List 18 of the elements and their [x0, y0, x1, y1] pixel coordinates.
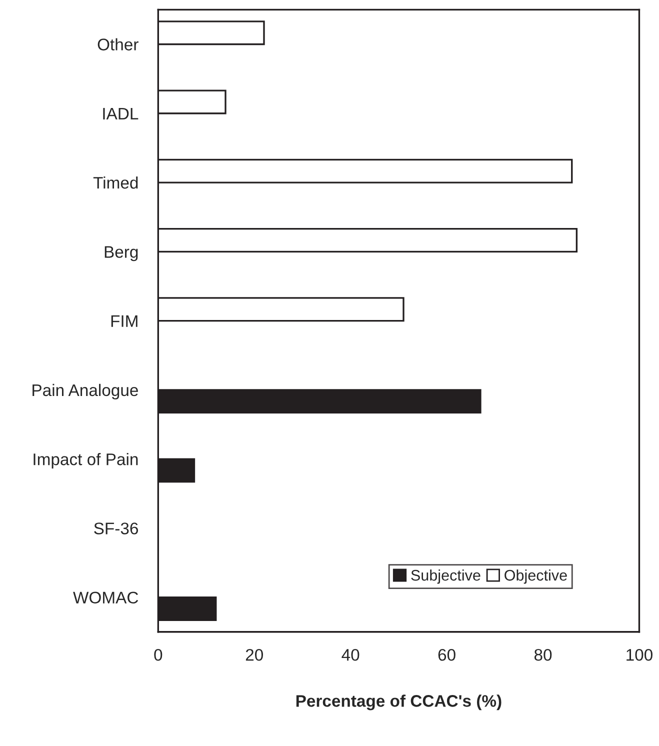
- x-tick-label: 100: [626, 648, 652, 661]
- x-tick-label: 60: [438, 648, 456, 661]
- x-tick-label: 80: [534, 648, 552, 661]
- y-tick-label: Timed: [93, 176, 138, 189]
- y-tick-label: Pain Analogue: [32, 384, 138, 400]
- y-tick-label: Berg: [104, 246, 138, 262]
- y-tick-label: SF-36: [94, 522, 138, 534]
- y-tick-label: FIM: [111, 315, 138, 327]
- legend-label: Objective: [504, 569, 567, 584]
- x-tick-label: 20: [246, 648, 263, 661]
- y-tick-label: Impact of Pain: [34, 453, 138, 469]
- y-tick-label: IADL: [103, 108, 138, 120]
- x-axis-title: Percentage of CCAC's (%): [296, 694, 502, 710]
- legend-label: Subjective: [411, 569, 480, 584]
- y-tick-label: Other: [98, 38, 138, 50]
- x-tick-label: 0: [154, 648, 162, 661]
- x-tick-label: 40: [342, 648, 360, 661]
- y-tick-label: WOMAC: [73, 592, 138, 604]
